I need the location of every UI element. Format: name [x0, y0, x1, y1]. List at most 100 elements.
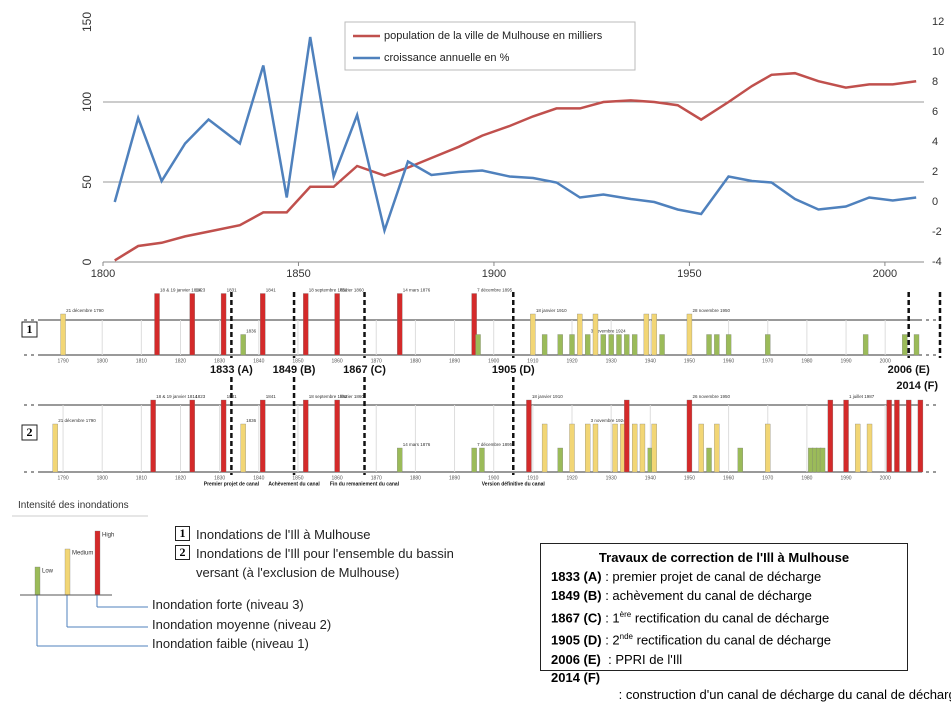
works-text: : achèvement du canal de décharge [601, 588, 812, 603]
works-item: 1905 (D) : 2nde rectification du canal d… [551, 627, 897, 649]
x-tick-label: 1910 [527, 358, 538, 364]
x-tick-label: 1930 [606, 475, 617, 481]
y2-tick-label: 8 [932, 76, 938, 88]
flood-bar [585, 423, 591, 473]
row-number-box: 2 [175, 545, 190, 560]
flood-bar [52, 423, 58, 473]
works-item: 1833 (A) : premier projet de canal de dé… [551, 567, 897, 586]
level-description: Inondation moyenne (niveau 2) [152, 617, 332, 632]
row-description: Inondations de l'Ill à Mulhouse [196, 527, 371, 542]
flood-bar [639, 423, 646, 473]
x-tick-label: 1880 [410, 358, 421, 364]
flood-bar [827, 399, 834, 473]
flood-bar [917, 399, 924, 473]
legend-label: croissance annuelle en % [384, 52, 510, 64]
event-label: 1867 (C) [343, 364, 386, 376]
flood-bar [659, 334, 665, 356]
bar-label: 14 mars 1876 [403, 288, 431, 293]
flood-bar [706, 334, 712, 356]
flood-bar [886, 399, 892, 473]
x-tick-label: 1900 [488, 358, 499, 364]
bar-label: 7 décembre 1895 [477, 288, 513, 293]
bar-label: 3 novembre 1924 [591, 418, 627, 423]
x-tick-label: 1990 [840, 358, 851, 364]
flood-bar [479, 447, 485, 473]
event-label: 2014 (F) [896, 380, 938, 392]
bar-label: 1823 [195, 394, 206, 399]
flood-bar [913, 334, 920, 356]
flood-bar [855, 423, 861, 473]
works-text: : 1 [601, 610, 620, 626]
flood-bar [526, 399, 532, 473]
bar-label: février 1860 [340, 394, 364, 399]
bar-label: 3 novembre 1924 [591, 329, 627, 334]
flood-bar [334, 293, 340, 356]
x-tick-label: 1900 [482, 268, 506, 280]
legend-level: High [102, 533, 114, 539]
y2-tick-label: 2 [932, 166, 938, 178]
bar-label: 18 septembre 1852 [309, 394, 348, 399]
x-tick-label: 1810 [136, 475, 147, 481]
flood-bar [557, 334, 563, 356]
flood-bar [530, 313, 536, 356]
flood-bar [240, 334, 246, 356]
x-tick-label: 1850 [292, 358, 303, 364]
bar-label: 1831 [227, 288, 238, 293]
x-tick-label: 1860 [332, 475, 343, 481]
bar-label: février 1860 [340, 288, 364, 293]
legend-box [344, 21, 636, 71]
bar-label: 28 novembre 1950 [692, 308, 730, 313]
y2-tick-label: 4 [932, 136, 938, 148]
x-tick-label: 1800 [91, 268, 115, 280]
legend-label: population de la ville de Mulhouse en mi… [384, 30, 603, 42]
flood-bar [592, 313, 599, 356]
legend-bar [34, 566, 41, 596]
works-code: 1849 (B) [551, 588, 602, 603]
x-tick-label: 1820 [175, 475, 186, 481]
works-item: 1867 (C) : 1ère rectification du canal d… [551, 605, 897, 627]
x-tick-label: 1830 [214, 358, 225, 364]
x-tick-label: 1890 [449, 475, 460, 481]
event-label: Fin du remaniement du canal [330, 481, 400, 487]
bar-label: 18 & 19 janvier 1814 [156, 394, 198, 399]
flood-bar [585, 334, 591, 356]
x-tick-label: 1950 [684, 358, 695, 364]
flood-bar [154, 293, 160, 356]
row-number: 1 [27, 322, 33, 336]
bar-label: 18 janvier 1910 [532, 394, 563, 399]
flood-bar [397, 293, 403, 356]
bar-label: 18 janvier 1910 [536, 308, 567, 313]
flood-bar [725, 334, 732, 356]
flood-bar [651, 313, 657, 356]
y-tick-label: 100 [80, 92, 94, 112]
flood-bar [189, 399, 195, 473]
x-tick-label: 2000 [873, 268, 897, 280]
legend-title: Intensité des inondations [18, 500, 129, 511]
bar-label: 26 novembre 1950 [692, 394, 730, 399]
flood-bar [220, 399, 227, 473]
works-item: 2006 (E) : PPRI de l'Ill [551, 650, 897, 669]
flood-bar [260, 399, 266, 473]
bar-label: 1841 [266, 394, 277, 399]
legend-bar [94, 530, 101, 596]
event-label: 2006 (E) [888, 364, 931, 376]
y2-tick-label: 6 [932, 106, 938, 118]
x-tick-label: 1990 [840, 475, 851, 481]
flood-bar [902, 334, 908, 356]
flood-bar [569, 423, 575, 473]
flood-bar [624, 399, 630, 473]
flood-bar [334, 399, 340, 473]
flood-bar [737, 447, 743, 473]
bar-label: 18 & 19 janvier 1814 [160, 288, 202, 293]
event-label: Premier projet de canal [204, 481, 260, 487]
flood-bar [303, 399, 309, 473]
x-tick-label: 1940 [645, 358, 656, 364]
row-number-box [21, 321, 38, 338]
flood-bar [706, 447, 712, 473]
x-tick-label: 1890 [449, 358, 460, 364]
x-tick-label: 1870 [371, 475, 382, 481]
bar-label: 1823 [195, 288, 206, 293]
bar-label: 1836 [246, 329, 257, 334]
flood-bar [714, 423, 720, 473]
flood-bar [686, 313, 693, 356]
